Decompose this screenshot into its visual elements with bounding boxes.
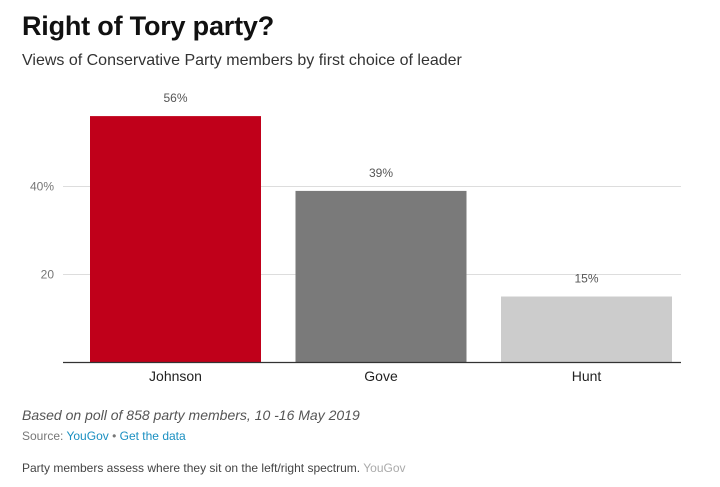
y-tick-label: 40% (30, 180, 54, 194)
caption-text: Party members assess where they sit on t… (22, 461, 364, 475)
x-tick-label: Hunt (572, 368, 602, 384)
y-tick-label: 20 (41, 268, 55, 282)
get-the-data-link[interactable]: Get the data (119, 429, 186, 443)
bars (90, 116, 672, 363)
data-label: 15% (574, 272, 598, 286)
chart-subtitle: Views of Conservative Party members by f… (22, 52, 462, 69)
data-label: 56% (163, 91, 187, 105)
bar-hunt (501, 296, 672, 363)
bar-chart: 56% 39% 15% 20 40% Johnson Gove Hunt (30, 91, 681, 384)
data-labels: 56% 39% 15% (163, 91, 598, 285)
source-prefix: Source: (22, 429, 67, 443)
source-line: Source: YouGov • Get the data (22, 429, 186, 443)
x-tick-label: Gove (364, 368, 398, 384)
source-separator: • (108, 429, 120, 443)
chart-title: Right of Tory party? (22, 11, 274, 41)
data-label: 39% (369, 166, 393, 180)
footnote: Based on poll of 858 party members, 10 -… (22, 407, 360, 423)
bar-gove (295, 190, 467, 363)
bar-johnson (90, 116, 261, 363)
caption-credit: YouGov (363, 461, 406, 475)
image-caption: Party members assess where they sit on t… (22, 461, 406, 475)
source-link[interactable]: YouGov (66, 429, 109, 443)
axis-ticks: 20 40% Johnson Gove Hunt (30, 180, 681, 384)
x-tick-label: Johnson (149, 368, 202, 384)
